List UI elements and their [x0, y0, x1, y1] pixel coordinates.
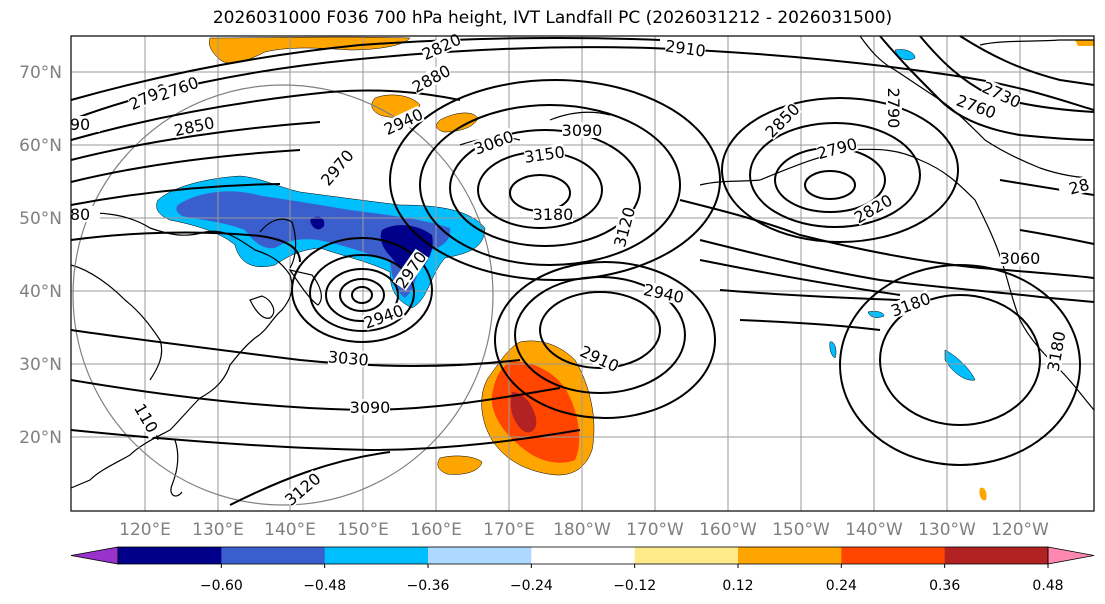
colorbar-tick-label: −0.24: [510, 578, 553, 594]
colorbar-segment: [531, 547, 636, 564]
longitude-tick-label: 150°W: [772, 520, 830, 540]
map-frame: [70, 35, 1095, 512]
longitude-tick-label: 150°E: [337, 520, 389, 540]
contour-label: 28: [1067, 175, 1092, 199]
positive-region-small-4: [979, 487, 987, 501]
graticule: [71, 36, 1094, 511]
latitude-tick-label: 40°N: [19, 282, 62, 302]
colorbar-tick-label: 0.48: [1032, 578, 1063, 594]
negative-blob-2: [944, 349, 976, 381]
colorbar-segment: [221, 547, 326, 564]
contour-label: 80: [70, 205, 90, 224]
longitude-tick-label: 120°W: [991, 520, 1049, 540]
projection-circle: [72, 84, 494, 506]
latitude-tick-label: 20°N: [19, 428, 62, 448]
longitude-tick-label: 140°W: [845, 520, 903, 540]
colorbar-tick-label: 0.36: [929, 578, 960, 594]
longitude-tick-label: 130°W: [918, 520, 976, 540]
longitude-tick-label: 160°W: [699, 520, 757, 540]
colorbar-tick-label: 0.12: [722, 578, 753, 594]
longitude-tick-label: 170°E: [483, 520, 535, 540]
colorbar-tick-label: 0.24: [826, 578, 857, 594]
colorbar-segment: [738, 547, 842, 564]
colorbar-tick-labels: −0.60 −0.48 −0.36 −0.24 −0.12 0.12 0.24 0.36 0.4…: [200, 564, 1064, 594]
positive-region-strong: [491, 361, 580, 463]
longitude-tick-label: 130°E: [192, 520, 244, 540]
longitude-labels: 120°E 130°E 140°E 150°E 160°E 170°E 180°W 170°W…: [119, 520, 1049, 540]
colorbar-segment: [428, 547, 532, 564]
longitude-tick-label: 160°E: [410, 520, 462, 540]
colorbar-tick-label: −0.36: [407, 578, 450, 594]
colorbar-tick-label: −0.48: [303, 578, 346, 594]
contour-label: 2790: [884, 88, 903, 129]
colorbar-tick-label: −0.12: [613, 578, 656, 594]
colorbar-extend-high: [1047, 546, 1095, 565]
colorbar-segment: [841, 547, 946, 564]
colorbar-extend-low: [70, 546, 119, 565]
colorbar-segment: [118, 547, 222, 564]
longitude-tick-label: 170°W: [626, 520, 684, 540]
longitude-tick-label: 140°E: [264, 520, 316, 540]
negative-blob-4: [829, 341, 837, 359]
latitude-labels: 70°N 60°N 50°N 40°N 30°N 20°N: [19, 63, 62, 448]
colorbar-segment: [944, 547, 1049, 564]
colorbar: [70, 546, 1095, 565]
height-contours: [70, 35, 1095, 506]
contour-label: 3030: [327, 347, 369, 369]
colorbar-segment: [324, 547, 429, 564]
colorbar-tick-label: −0.60: [200, 578, 243, 594]
colorbar-segment: [634, 547, 739, 564]
contour-label: 3090: [562, 121, 603, 140]
longitude-tick-label: 180°W: [553, 520, 611, 540]
negative-region-strong-2: [310, 216, 325, 230]
positive-region-small-3: [437, 455, 483, 475]
latitude-tick-label: 30°N: [19, 355, 62, 375]
contour-label: 3060: [1000, 249, 1041, 268]
latitude-tick-label: 70°N: [19, 63, 62, 83]
longitude-tick-label: 120°E: [119, 520, 171, 540]
contour-label: 3180: [533, 205, 574, 224]
positive-region-dark: [510, 392, 537, 433]
positive-region-small-5: [1075, 40, 1094, 46]
figure-title: 2026031000 F036 700 hPa height, IVT Land…: [212, 8, 893, 28]
latitude-tick-label: 50°N: [19, 209, 62, 229]
contour-label: 3090: [350, 398, 391, 417]
latitude-tick-label: 60°N: [19, 136, 62, 156]
contour-label: 90: [70, 115, 90, 134]
positive-region-small-2: [436, 112, 479, 133]
